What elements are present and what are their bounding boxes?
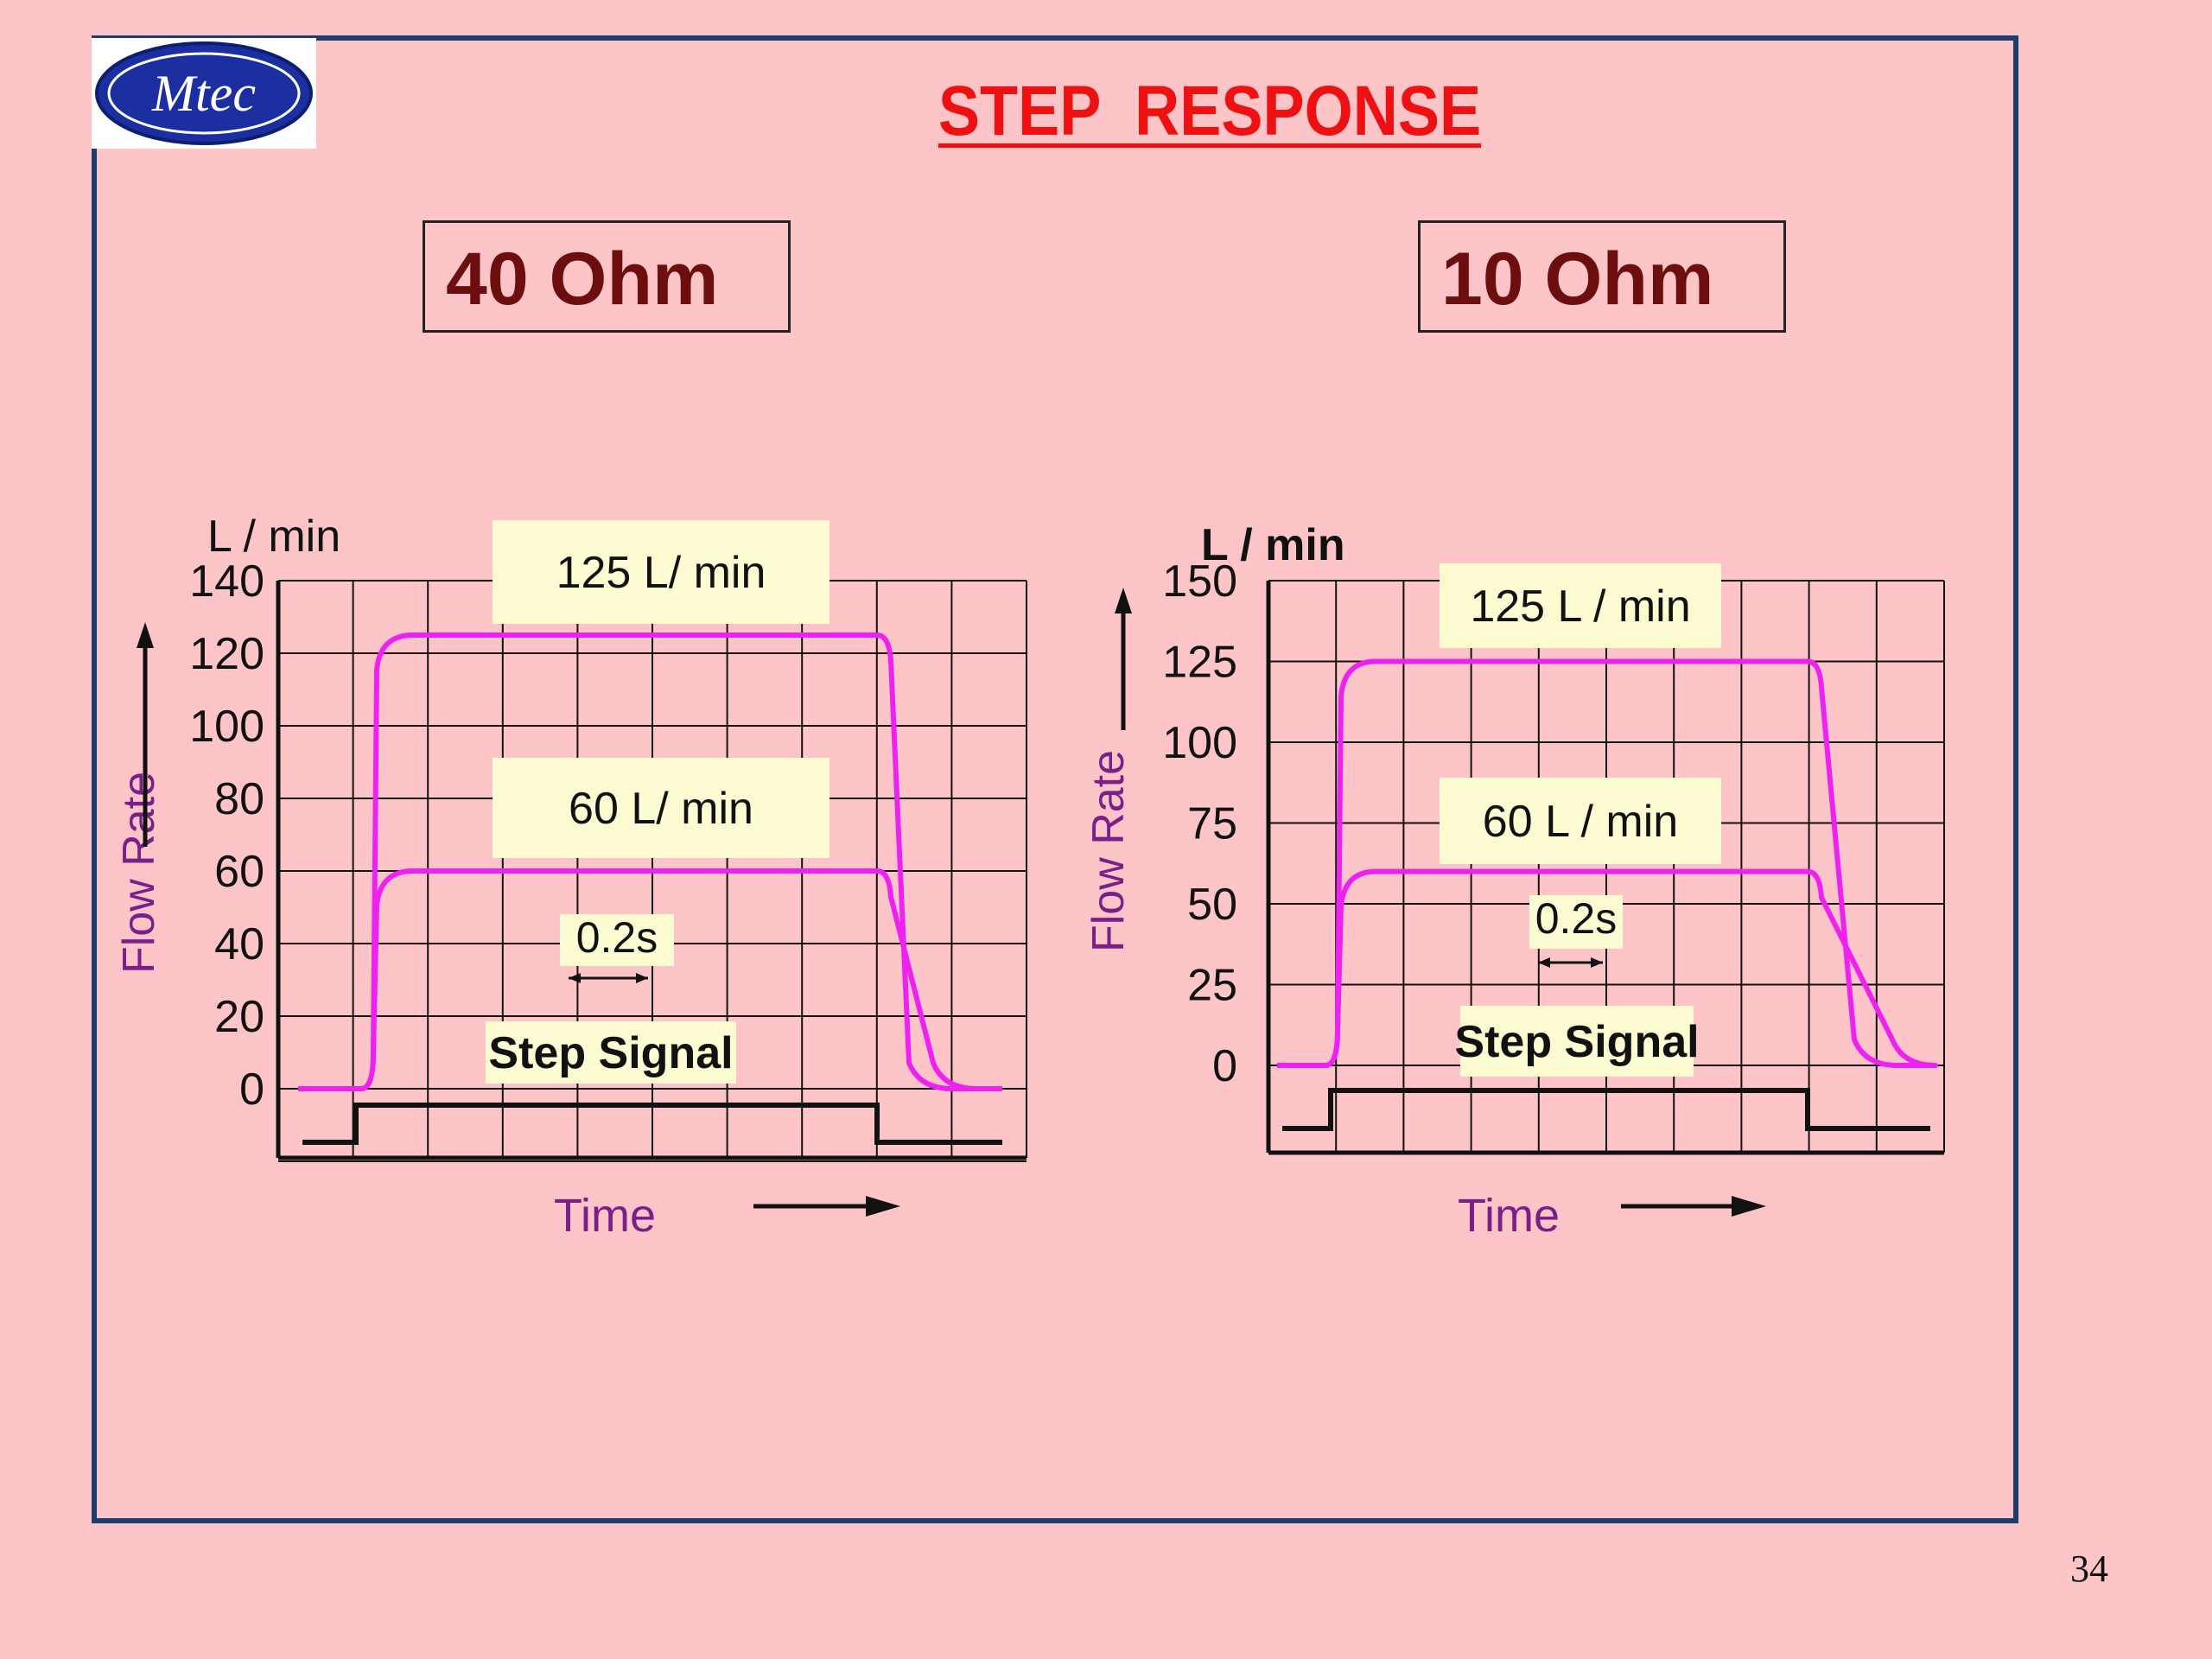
svg-text:Mtec: Mtec	[151, 65, 256, 122]
chart-10-ohm-y-tick-label: 0	[1212, 1041, 1237, 1091]
chart-40-ohm-dt-arrow-head-left	[569, 973, 581, 983]
chart-10-ohm-label-dt: 0.2s	[1535, 894, 1618, 943]
chart-40-ohm-step-signal-label-box	[486, 1021, 736, 1084]
mtec-logo: Mtec	[92, 38, 316, 149]
chart-40-ohm-y-axis-title: Flow Rate	[114, 772, 164, 974]
chart-10-ohm-y-tick-label: 125	[1162, 638, 1237, 688]
chart-40-ohm-step-signal-label: Step Signal	[488, 1028, 733, 1078]
chart-10-ohm-y-arrow-head	[1115, 588, 1132, 613]
chart-10-ohm-y-unit-label: L / min	[1201, 520, 1345, 570]
chart-10-ohm-label-125: 125 L / min	[1470, 582, 1690, 632]
chart-10-ohm-y-tick-label: 50	[1187, 880, 1237, 930]
page-number: 34	[2070, 1548, 2108, 1590]
chart-40-ohm-label-125-box	[493, 520, 830, 624]
chart-10-ohm-label-60-box	[1440, 778, 1721, 864]
chart-10-ohm-x-axis-title: Time	[1458, 1190, 1560, 1242]
chart-40-ohm-x-arrow-head	[866, 1196, 900, 1217]
chart-40-ohm-series-60	[298, 868, 1002, 1091]
chart-40-ohm-dt-arrow-head-right	[636, 973, 648, 983]
chart-40-ohm-series-step-signal	[302, 1103, 1002, 1145]
chart-10-ohm-step-signal-label: Step Signal	[1454, 1017, 1699, 1067]
chart-40-ohm-y-tick-label: 100	[189, 702, 264, 752]
chart-40-ohm-y-tick-label: 140	[189, 556, 264, 607]
chart-40-ohm-y-tick-label: 20	[214, 992, 264, 1042]
chart-10-ohm-series-step-signal	[1282, 1088, 1930, 1131]
chart-10-ohm-y-tick-label: 75	[1187, 799, 1237, 849]
slide-frame	[92, 35, 2018, 1523]
chart-10-ohm-y-tick-label: 100	[1162, 718, 1237, 768]
chart-40-ohm-label-60: 60 L/ min	[569, 784, 753, 834]
panel-label-10-ohm: 10 Ohm	[1418, 220, 1786, 333]
slide-title: STEP RESPONSE	[938, 72, 1482, 150]
chart-10-ohm-dt-arrow-head-left	[1538, 957, 1550, 968]
chart-10-ohm-label-dt-box	[1529, 895, 1623, 949]
chart-10-ohm-dt-arrow-head-right	[1591, 957, 1603, 968]
chart-40-ohm-label-dt-box	[560, 914, 674, 966]
chart-10-ohm-y-tick-label: 150	[1162, 556, 1237, 607]
chart-10-ohm-y-axis-title: Flow Rate	[1084, 750, 1134, 952]
chart-40-ohm-x-axis-title: Time	[554, 1190, 656, 1242]
panel-label-40-ohm: 40 Ohm	[423, 220, 791, 333]
chart-40-ohm-y-tick-label: 0	[239, 1065, 264, 1115]
chart-40-ohm-series-125	[298, 632, 1002, 1091]
chart-40-ohm-y-tick-label: 80	[214, 774, 264, 824]
chart-10-ohm-step-signal-label-box	[1460, 1006, 1694, 1077]
chart-40-ohm-y-unit-label: L / min	[207, 512, 340, 562]
chart-10-ohm-y-tick-label: 25	[1187, 961, 1237, 1011]
chart-40-ohm-label-60-box	[493, 758, 830, 858]
chart-10-ohm-series-60	[1277, 868, 1938, 1068]
chart-40-ohm-y-tick-label: 60	[214, 847, 264, 897]
chart-40-ohm-y-arrow-head	[137, 622, 154, 648]
chart-40-ohm-y-tick-label: 40	[214, 919, 264, 969]
chart-10-ohm-x-arrow-head	[1732, 1196, 1766, 1217]
chart-40-ohm-label-125: 125 L/ min	[556, 548, 766, 598]
chart-40-ohm-y-tick-label: 120	[189, 629, 264, 679]
chart-40-ohm-label-dt: 0.2s	[576, 913, 658, 962]
chart-10-ohm-label-60: 60 L / min	[1483, 797, 1678, 847]
chart-10-ohm-label-125-box	[1440, 563, 1721, 648]
